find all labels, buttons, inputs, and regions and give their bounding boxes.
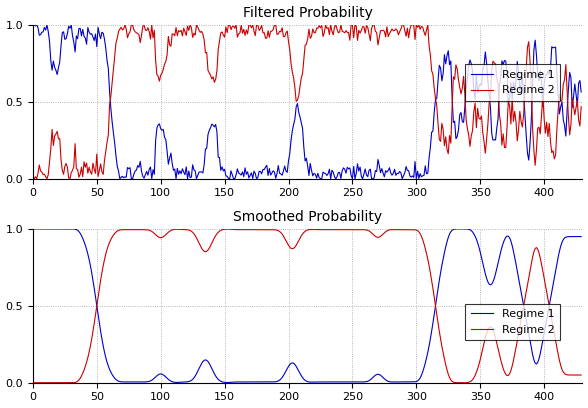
Regime 1 [577, 90, 584, 95]
Regime 2 [208, 241, 215, 246]
Regime 2 [464, 380, 471, 385]
Line: Regime 2: Regime 2 [33, 229, 581, 383]
Regime 1 [171, 166, 178, 171]
Regime 1 [128, 176, 135, 181]
Regime 2 [464, 126, 471, 131]
Line: Regime 1: Regime 1 [33, 229, 581, 383]
Regime 1 [132, 379, 139, 384]
Title: Filtered Probability: Filtered Probability [243, 6, 373, 20]
Legend: Regime 1, Regime 2: Regime 1, Regime 2 [466, 64, 560, 101]
Regime 2 [209, 74, 216, 79]
Regime 2 [120, 227, 127, 232]
Regime 2 [29, 176, 36, 181]
Regime 2 [29, 380, 36, 385]
Regime 1 [50, 59, 57, 64]
Regime 1 [577, 234, 584, 239]
Regime 2 [170, 227, 177, 232]
Regime 2 [223, 227, 230, 232]
Regime 1 [209, 123, 216, 128]
Title: Smoothed Probability: Smoothed Probability [233, 210, 382, 224]
Regime 1 [208, 366, 215, 371]
Regime 1 [29, 226, 36, 231]
Line: Regime 1: Regime 1 [33, 25, 581, 179]
Regime 1 [133, 168, 140, 173]
Regime 2 [577, 104, 584, 109]
Regime 1 [120, 379, 127, 384]
Regime 2 [577, 373, 584, 377]
Regime 2 [133, 30, 140, 35]
Regime 2 [121, 22, 128, 27]
Regime 1 [29, 22, 36, 27]
Regime 1 [50, 226, 57, 231]
Regime 2 [171, 33, 178, 38]
Regime 1 [464, 226, 471, 231]
Regime 2 [50, 143, 57, 148]
Regime 2 [120, 27, 127, 31]
Line: Regime 2: Regime 2 [33, 25, 581, 179]
Regime 1 [223, 380, 230, 385]
Regime 1 [170, 379, 177, 384]
Regime 2 [50, 380, 57, 385]
Regime 1 [120, 175, 127, 180]
Regime 1 [464, 76, 471, 81]
Legend: Regime 1, Regime 2: Regime 1, Regime 2 [466, 304, 560, 340]
Regime 2 [132, 227, 139, 232]
